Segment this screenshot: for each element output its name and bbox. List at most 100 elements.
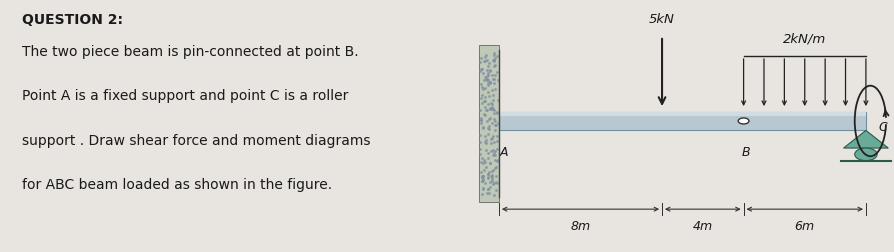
- Point: [481, 71, 495, 75]
- Point: [474, 170, 488, 174]
- Polygon shape: [842, 131, 887, 148]
- Point: [489, 188, 503, 192]
- Point: [477, 95, 492, 99]
- Point: [480, 172, 494, 176]
- Point: [485, 58, 499, 62]
- Point: [479, 108, 493, 112]
- Point: [484, 177, 498, 181]
- Point: [478, 77, 493, 81]
- Point: [480, 126, 494, 130]
- Text: for ABC beam loaded as shown in the figure.: for ABC beam loaded as shown in the figu…: [22, 178, 333, 192]
- Point: [472, 60, 486, 64]
- Point: [473, 140, 487, 144]
- Point: [488, 62, 502, 67]
- Point: [485, 169, 499, 173]
- Point: [482, 106, 496, 110]
- Point: [477, 59, 491, 63]
- Point: [480, 64, 494, 68]
- Point: [474, 118, 488, 122]
- Point: [480, 102, 494, 106]
- Point: [480, 73, 494, 77]
- Point: [475, 174, 489, 178]
- Text: 2kN/m: 2kN/m: [782, 33, 825, 46]
- Point: [486, 151, 501, 155]
- Point: [484, 106, 498, 110]
- Point: [485, 107, 500, 111]
- Point: [472, 133, 486, 137]
- Point: [478, 138, 493, 142]
- Text: The two piece beam is pin-connected at point B.: The two piece beam is pin-connected at p…: [22, 45, 358, 59]
- Point: [483, 161, 497, 165]
- Point: [489, 111, 503, 115]
- Point: [475, 175, 489, 179]
- Point: [490, 121, 504, 125]
- Point: [488, 165, 502, 169]
- Point: [480, 150, 494, 154]
- Point: [490, 70, 504, 74]
- Point: [480, 156, 494, 160]
- Point: [477, 158, 491, 162]
- Point: [479, 74, 493, 78]
- Point: [477, 112, 491, 116]
- Point: [474, 155, 488, 160]
- Text: support . Draw shear force and moment diagrams: support . Draw shear force and moment di…: [22, 134, 370, 148]
- Bar: [499, 112, 865, 131]
- Point: [480, 119, 494, 123]
- Point: [482, 69, 496, 73]
- Point: [486, 140, 501, 144]
- Text: C: C: [877, 121, 886, 134]
- Point: [478, 108, 493, 112]
- Point: [486, 81, 501, 85]
- Point: [480, 187, 494, 191]
- Point: [487, 128, 502, 132]
- Point: [474, 67, 488, 71]
- Point: [487, 153, 502, 157]
- Point: [477, 55, 492, 59]
- Point: [476, 174, 490, 178]
- Point: [486, 193, 501, 197]
- Point: [485, 93, 500, 97]
- Point: [484, 101, 498, 105]
- Point: [475, 85, 489, 89]
- Point: [474, 175, 488, 179]
- Point: [482, 117, 496, 121]
- Point: [475, 179, 489, 183]
- Point: [483, 161, 497, 165]
- Point: [483, 174, 497, 178]
- Point: [490, 78, 504, 82]
- Point: [489, 147, 503, 151]
- Point: [485, 173, 499, 177]
- Point: [485, 148, 499, 152]
- Point: [484, 149, 498, 153]
- Point: [480, 132, 494, 136]
- Point: [486, 117, 501, 121]
- Point: [485, 168, 499, 172]
- Point: [481, 175, 495, 179]
- Point: [485, 73, 499, 77]
- Point: [485, 105, 499, 109]
- Point: [473, 69, 487, 73]
- Point: [480, 172, 494, 176]
- Point: [490, 98, 504, 102]
- Point: [481, 90, 495, 94]
- Circle shape: [854, 148, 876, 161]
- Point: [489, 180, 503, 184]
- Point: [485, 102, 499, 106]
- Point: [479, 58, 493, 62]
- Point: [472, 152, 486, 156]
- Point: [486, 58, 501, 62]
- Point: [475, 178, 489, 182]
- Point: [485, 179, 499, 183]
- Point: [481, 78, 495, 82]
- Point: [481, 127, 495, 131]
- Point: [474, 179, 488, 183]
- Point: [475, 127, 489, 131]
- Point: [477, 134, 492, 138]
- Point: [477, 77, 491, 81]
- Point: [485, 153, 500, 157]
- Point: [486, 64, 501, 68]
- Bar: [478, 45, 499, 202]
- Point: [481, 94, 495, 98]
- Point: [478, 141, 493, 145]
- Point: [481, 176, 495, 180]
